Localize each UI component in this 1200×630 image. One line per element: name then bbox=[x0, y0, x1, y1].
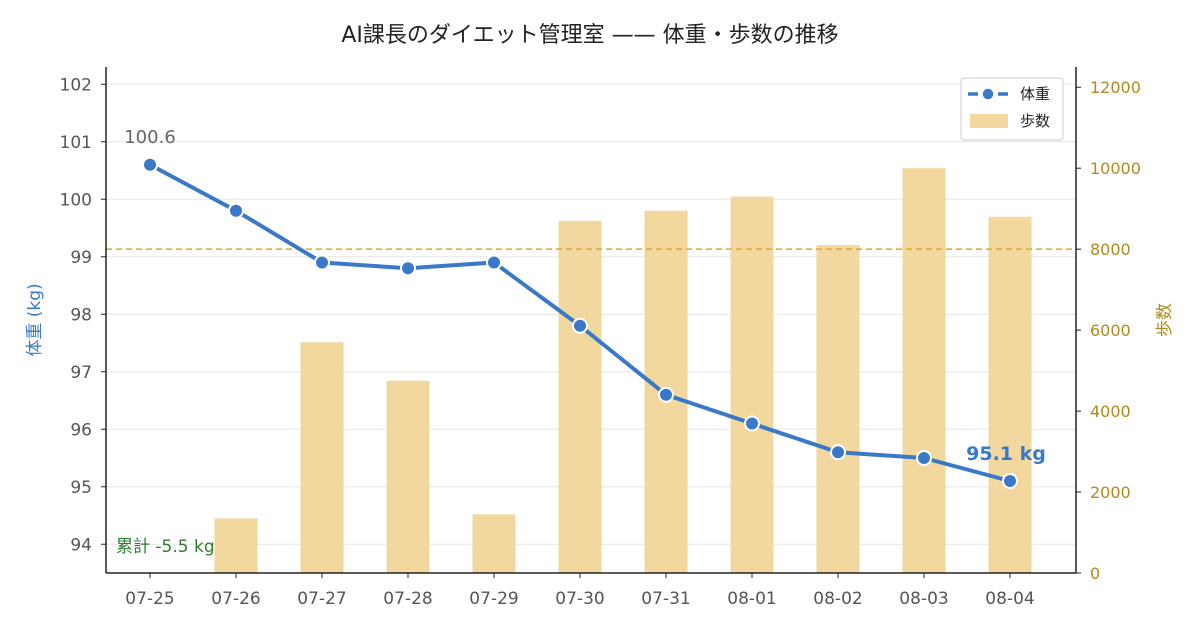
y-left-tick-label: 100 bbox=[60, 190, 92, 210]
step-bar bbox=[300, 342, 344, 573]
bar-series bbox=[214, 168, 1032, 574]
weight-point bbox=[486, 254, 502, 271]
y-right-tick-label: 10000 bbox=[1090, 159, 1141, 178]
step-bar bbox=[386, 380, 430, 573]
weight-point bbox=[400, 260, 416, 277]
weight-point bbox=[658, 386, 674, 403]
x-tick-label: 07-31 bbox=[641, 589, 690, 609]
x-tick-label: 08-04 bbox=[985, 589, 1034, 609]
legend-marker bbox=[981, 87, 995, 101]
step-bar bbox=[558, 220, 602, 573]
y-right-tick-label: 4000 bbox=[1090, 402, 1131, 421]
chart-title: AI課長のダイエット管理室 —— 体重・歩数の推移 bbox=[341, 23, 838, 48]
y-right-tick-label: 2000 bbox=[1090, 483, 1131, 502]
y-left-tick-label: 97 bbox=[70, 363, 92, 383]
weight-point bbox=[314, 254, 330, 271]
line-series bbox=[142, 156, 1018, 489]
y-left-tick-label: 95 bbox=[70, 478, 92, 498]
weight-point bbox=[1002, 473, 1018, 489]
y-right-tick-label: 12000 bbox=[1090, 78, 1141, 97]
y-left-tick-label: 101 bbox=[60, 133, 92, 153]
x-tick-label: 08-03 bbox=[899, 589, 948, 609]
x-tick-label: 07-27 bbox=[297, 589, 346, 609]
y-axis-left-label: 体重 (kg) bbox=[25, 283, 45, 356]
step-bar bbox=[816, 245, 860, 573]
weight-point bbox=[830, 444, 846, 461]
y-right-tick-label: 6000 bbox=[1090, 321, 1131, 340]
y-axis-right-label: 歩数 bbox=[1155, 303, 1175, 337]
x-tick-label: 08-01 bbox=[727, 589, 776, 609]
tick-labels: 94 95 96 97 98 99 100 101 102 0 2000 4000 6000 8000 10… bbox=[60, 75, 1141, 609]
x-tick-label: 07-28 bbox=[383, 589, 432, 609]
step-bar bbox=[472, 514, 516, 573]
y-left-tick-label: 96 bbox=[70, 420, 92, 440]
x-tick-label: 07-30 bbox=[555, 589, 604, 609]
y-left-tick-label: 99 bbox=[70, 248, 92, 268]
step-bar bbox=[988, 216, 1032, 573]
x-tick-label: 08-02 bbox=[813, 589, 862, 609]
end-value-label: 95.1 kg bbox=[966, 443, 1046, 465]
weight-point bbox=[572, 317, 588, 334]
legend-bar-swatch bbox=[970, 114, 1008, 128]
y-left-tick-label: 94 bbox=[70, 535, 92, 555]
legend-label-steps: 歩数 bbox=[1020, 112, 1050, 130]
x-tick-label: 07-26 bbox=[211, 589, 260, 609]
legend-label-weight: 体重 bbox=[1020, 85, 1050, 103]
x-tick-label: 07-29 bbox=[469, 589, 518, 609]
y-left-tick-label: 98 bbox=[70, 305, 92, 325]
step-bar bbox=[730, 196, 774, 573]
weight-point bbox=[916, 450, 932, 466]
step-bar bbox=[902, 168, 946, 573]
y-right-tick-label: 0 bbox=[1090, 564, 1100, 583]
weight-point bbox=[744, 415, 760, 432]
step-bar bbox=[214, 518, 258, 573]
y-left-tick-label: 102 bbox=[60, 75, 92, 95]
y-right-tick-label: 8000 bbox=[1090, 240, 1131, 259]
weight-point bbox=[228, 202, 244, 219]
start-value-label: 100.6 bbox=[124, 127, 176, 148]
total-change-label: 累計 -5.5 kg bbox=[116, 537, 215, 557]
axes bbox=[105, 67, 1077, 574]
x-tick-label: 07-25 bbox=[125, 589, 174, 609]
weight-point bbox=[142, 156, 158, 173]
legend: 体重 歩数 bbox=[960, 77, 1064, 141]
